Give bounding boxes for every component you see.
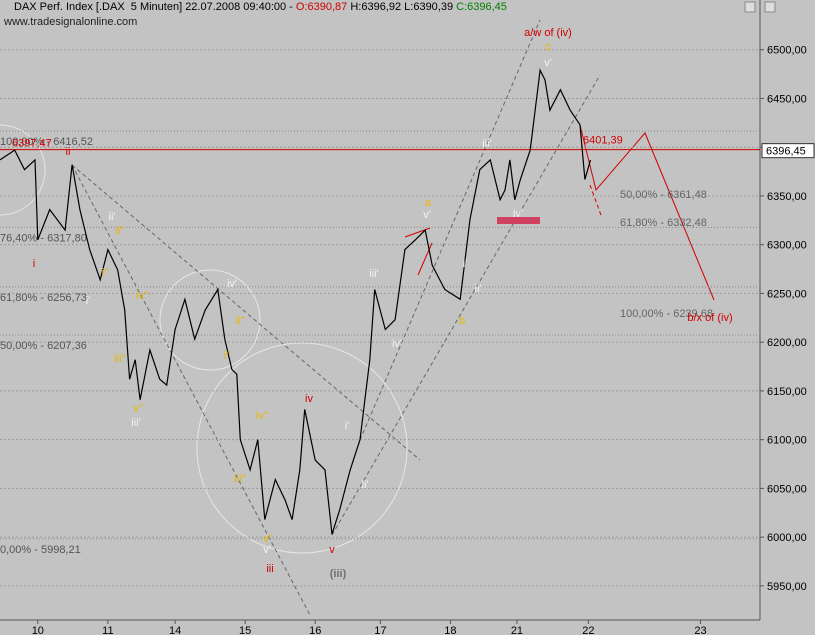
wave-label: iv'	[392, 338, 402, 350]
wave-label: v'	[544, 57, 552, 69]
x-tick-label: 21	[511, 625, 523, 635]
wave-label: i''	[224, 350, 231, 362]
wave-label: iv''	[256, 410, 268, 422]
x-tick-label: 22	[582, 625, 594, 635]
wave-label: iii''	[114, 353, 126, 365]
wave-label: c	[545, 41, 551, 53]
wave-label: iii''	[234, 473, 246, 485]
wave-label: iv	[305, 393, 313, 405]
header-part: C:6396,45	[453, 1, 507, 13]
y-tick-label: 6250,00	[767, 288, 807, 300]
level-label: 50,00% - 6207,36	[0, 340, 87, 352]
source: www.tradesignalonline.com	[4, 16, 138, 28]
y-tick-label: 6450,00	[767, 93, 807, 105]
wave-label: v''	[263, 533, 273, 545]
x-tick-label: 11	[102, 625, 113, 635]
icon[interactable]	[744, 1, 756, 13]
header-part: O:6390,87	[295, 1, 348, 13]
x-tick-label: 16	[309, 625, 321, 635]
wave-label: iii	[266, 563, 273, 575]
wave-label: v''	[133, 403, 143, 415]
last-price-box	[761, 143, 815, 159]
wave-label: iii'	[482, 138, 491, 150]
wave-label: iii'	[131, 417, 140, 429]
y-tick-label: 6300,00	[767, 240, 807, 252]
trendlines	[71, 19, 601, 616]
x-tick-label: 18	[444, 625, 456, 635]
ref-label: 6401,39	[583, 135, 623, 147]
wave-label: (iii)	[330, 568, 347, 580]
wave-label: i'	[345, 420, 350, 432]
wave-label: iv'	[227, 278, 237, 290]
wave-label: iv'	[513, 208, 523, 220]
last-price-label: 6396,45	[766, 146, 806, 158]
wave-label: ii''	[235, 315, 244, 327]
price-line	[0, 68, 592, 535]
level-label: 61,80% - 6256,73	[0, 292, 87, 304]
y-tick-label: 6350,00	[767, 191, 807, 203]
wave-label: v	[329, 544, 335, 556]
wave-label: ii''	[115, 225, 124, 237]
x-tick-label: 10	[32, 625, 44, 635]
ref-label: 6397,47	[12, 138, 52, 150]
y-tick-label: 5950,00	[767, 581, 807, 593]
circles	[0, 124, 408, 554]
wave-label: iii'	[369, 268, 378, 280]
y-tick-label: 6200,00	[767, 337, 807, 349]
wave-label: ii'	[475, 283, 482, 295]
x-tick-label: 14	[169, 625, 181, 635]
wave-label: i''	[102, 267, 109, 279]
icon[interactable]	[764, 1, 776, 13]
wave-label: ii'	[109, 211, 116, 223]
window-icons	[744, 1, 776, 13]
level-label: 61,80% - 6332,48	[620, 217, 707, 229]
wave-label: ii'	[362, 479, 369, 491]
x-tick-label: 23	[694, 625, 706, 635]
wave-label: v'	[423, 209, 431, 221]
header-part: DAX Perf. Index [.DAX 5 Minuten] 22.07.2…	[14, 1, 296, 13]
wave-label: iv''	[136, 290, 148, 302]
y-tick-label: 6500,00	[767, 45, 807, 57]
y-tick-label: 6050,00	[767, 483, 807, 495]
wave-label: a	[425, 197, 432, 209]
wave-label: b/x of (iv)	[687, 312, 732, 324]
header: DAX Perf. Index [.DAX 5 Minuten] 22.07.2…	[14, 1, 507, 13]
projection	[404, 124, 715, 301]
y-tick-label: 6100,00	[767, 435, 807, 447]
level-label: 100,00% - 6239,68	[620, 308, 713, 320]
y-tick-label: 6150,00	[767, 386, 807, 398]
wave-label: i'	[86, 295, 91, 307]
wave-label: v'	[263, 544, 271, 556]
level-label: 76,40% - 6317,80	[0, 232, 87, 244]
wave-label: i'	[463, 258, 468, 270]
level-label: 100,00% - 6416,52	[0, 136, 93, 148]
y-axis-area	[760, 0, 815, 635]
wave-label: b	[459, 315, 465, 327]
wave-label: a/w of (iv)	[524, 27, 572, 39]
level-label: 50,00% - 6361,48	[620, 189, 707, 201]
wave-label: ii	[66, 146, 71, 158]
wave-label: i	[33, 258, 35, 270]
x-tick-label: 15	[239, 625, 251, 635]
marker	[497, 217, 540, 224]
y-tick-label: 6000,00	[767, 532, 807, 544]
header-part: H:6396,92 L:6390,39	[347, 1, 454, 13]
x-tick-label: 17	[374, 625, 386, 635]
level-label: 0,00% - 5998,21	[0, 544, 81, 556]
